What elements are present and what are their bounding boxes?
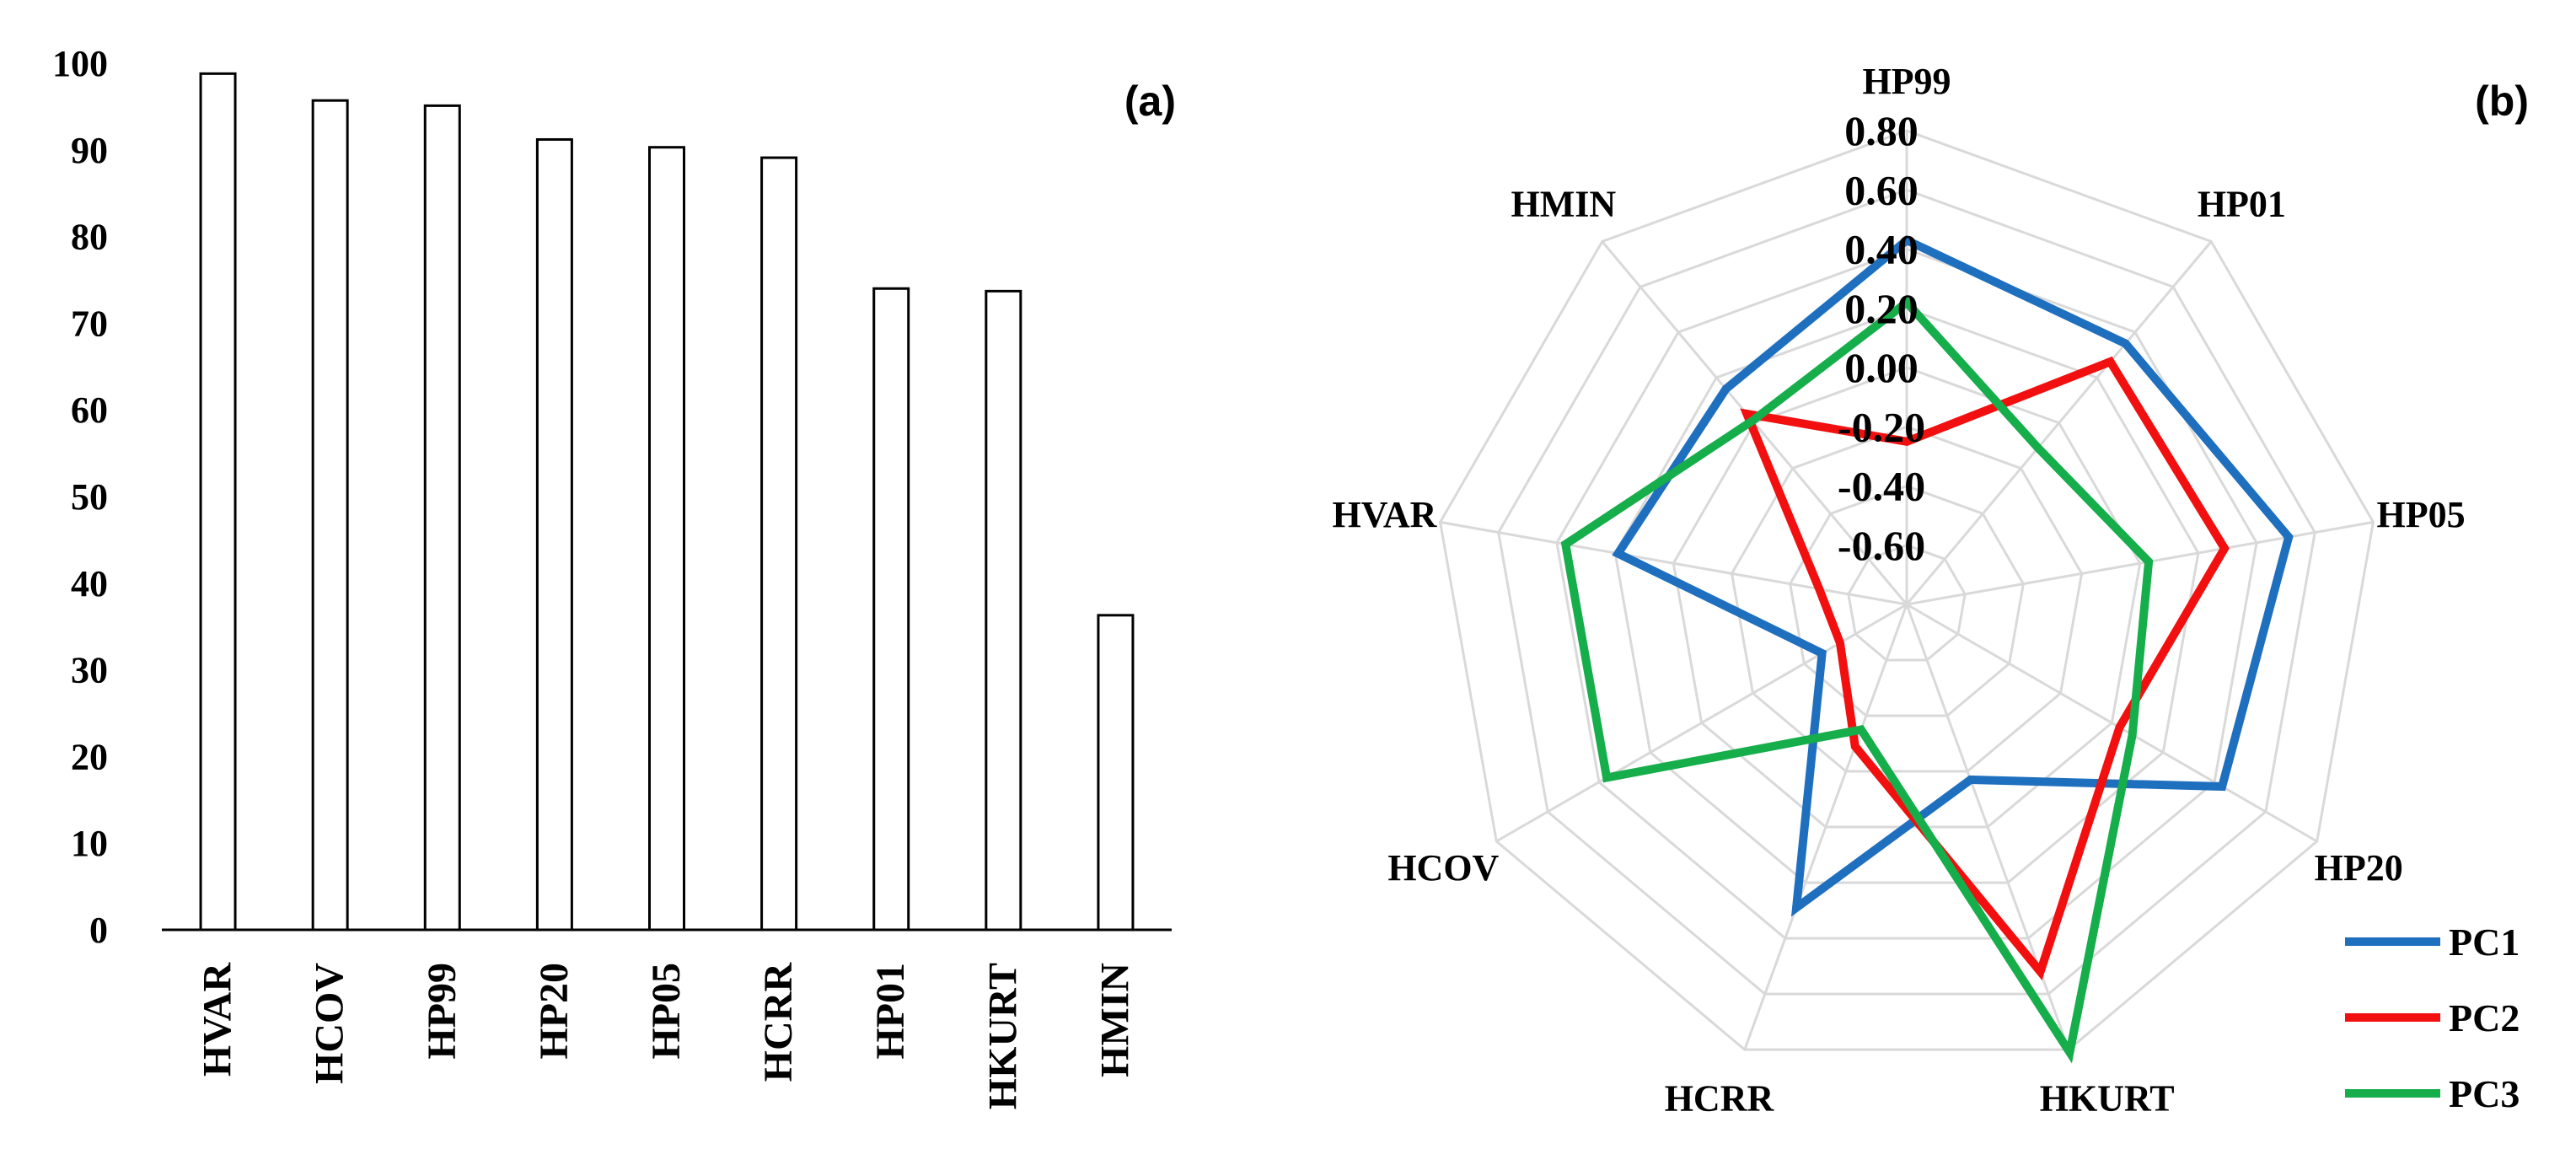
bar [535,137,573,932]
radar-grid-ring [1613,307,2200,884]
radial-tick-label: 0.40 [1844,226,1919,273]
x-tick-label: HVAR [196,962,240,1077]
radial-tick-label: 0.00 [1844,344,1919,391]
radar-grid-ring [1497,188,2316,996]
radial-tick-label: 0.60 [1844,166,1919,213]
category-label: HCRR [1665,1077,1775,1119]
bar [1097,614,1135,932]
y-tick-label: 90 [71,130,108,171]
y-tick-label: 100 [52,43,108,84]
category-label: HP05 [2377,494,2466,535]
bar [760,156,798,932]
panel-label-b: (b) [2475,78,2529,125]
y-tick-label: 60 [71,389,108,431]
x-tick-label: HP05 [644,963,689,1060]
y-tick-label: 30 [71,650,108,691]
x-tick-label: HP01 [868,963,913,1060]
radar-spoke [1743,604,1908,1050]
category-label: HCOV [1387,847,1499,889]
bar [872,287,910,932]
bar [985,289,1022,932]
y-tick-label: 0 [89,910,108,951]
category-label: HP99 [1862,61,1951,102]
radial-tick-label: 0.80 [1844,107,1919,154]
bar [648,146,685,932]
radar-grid-ring [1789,484,2025,717]
x-tick-label: HKURT [980,963,1025,1109]
category-label: HMIN [1511,184,1617,225]
y-tick-label: 70 [71,303,108,344]
y-tick-label: 50 [71,476,108,518]
bar-chart-panel-a: 0 10 20 30 40 50 60 70 80 90 100 HVAR HCOV HP99 HP20 HP… [52,43,1176,1109]
radial-tick-label: 0.20 [1844,285,1919,332]
radar-spoke [1906,520,2374,606]
legend-label-pc3: PC3 [2449,1072,2520,1115]
radar-grid-ring [1847,544,1967,662]
y-tick-label: 10 [71,823,108,864]
category-label: HP20 [2315,847,2403,889]
x-tick-label: HCRR [756,962,801,1082]
radar-grid-ring [1555,247,2258,940]
panel-label-a: (a) [1124,78,1176,125]
bar [423,104,461,932]
x-tick-label: HP99 [420,963,464,1060]
radial-tick-label: -0.60 [1838,522,1925,569]
legend-label-pc1: PC1 [2449,921,2520,964]
radar-grid-ring [1730,425,2084,773]
category-label: HVAR [1333,494,1438,535]
bar [199,72,237,932]
series-line-pc3 [1560,296,2154,1064]
radar-spoke [1905,240,2213,605]
x-tick-label: HP20 [532,963,577,1060]
category-label: HKURT [2040,1077,2175,1119]
radar-spoke [1440,520,1908,606]
radar-chart-panel-b: -0.60 -0.40 -0.20 0.00 0.20 0.40 0.60 0.80 HP99 H… [1333,61,2529,1119]
radar-spoke [1906,603,2318,843]
x-tick-label: HCOV [308,963,352,1084]
legend-label-pc2: PC2 [2449,996,2520,1039]
y-tick-label: 80 [71,217,108,258]
radar-grid-ring [1438,129,2375,1051]
y-tick-label: 40 [71,563,108,604]
x-tick-label: HMIN [1092,963,1137,1077]
radial-tick-label: -0.40 [1838,463,1925,510]
bar [311,99,349,932]
category-label: HP01 [2198,184,2286,225]
radar-spoke [1495,603,1908,843]
y-tick-label: 20 [71,736,108,777]
radial-tick-label: -0.20 [1838,403,1925,450]
